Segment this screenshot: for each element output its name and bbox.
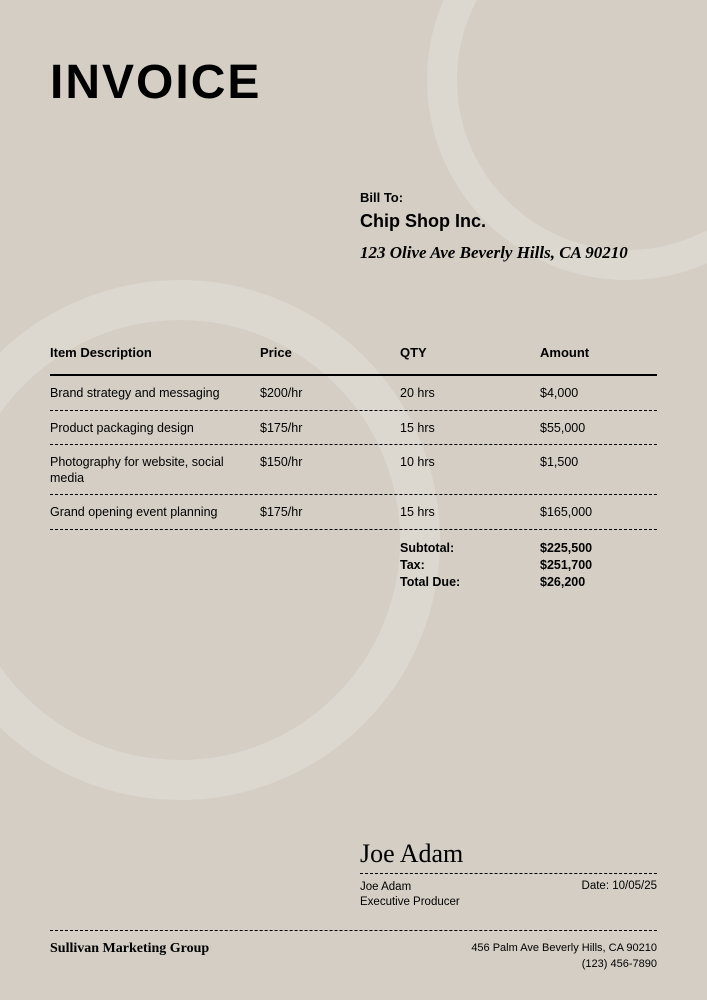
subtotal-value: $225,500 xyxy=(540,540,657,557)
cell-price: $150/hr xyxy=(260,455,400,469)
company-contact: 456 Palm Ave Beverly Hills, CA 90210 (12… xyxy=(471,941,657,972)
cell-amount: $4,000 xyxy=(540,386,657,400)
cell-price: $175/hr xyxy=(260,505,400,519)
cell-amount: $55,000 xyxy=(540,421,657,435)
cell-qty: 20 hrs xyxy=(400,386,540,400)
cell-amount: $1,500 xyxy=(540,455,657,469)
cell-description: Photography for website, social media xyxy=(50,455,260,486)
table-row: Grand opening event planning $175/hr 15 … xyxy=(50,495,657,530)
cell-price: $175/hr xyxy=(260,421,400,435)
tax-label: Tax: xyxy=(400,557,540,574)
signature-divider xyxy=(360,873,657,874)
cell-price: $200/hr xyxy=(260,386,400,400)
header-description: Item Description xyxy=(50,345,260,360)
header-price: Price xyxy=(260,345,400,360)
signature-section: Joe Adam Joe Adam Executive Producer Dat… xyxy=(360,839,657,910)
date-value: 10/05/25 xyxy=(612,880,657,892)
cell-qty: 15 hrs xyxy=(400,421,540,435)
date-label: Date: xyxy=(582,880,610,892)
company-phone: (123) 456-7890 xyxy=(471,957,657,972)
tax-value: $251,700 xyxy=(540,557,657,574)
totals-labels: Subtotal: Tax: Total Due: xyxy=(400,540,540,591)
bill-to-address: 123 Olive Ave Beverly Hills, CA 90210 xyxy=(360,242,630,265)
header-qty: QTY xyxy=(400,345,540,360)
signature-date: Date: 10/05/25 xyxy=(582,880,657,910)
signer-title: Executive Producer xyxy=(360,895,460,910)
bill-to-name: Chip Shop Inc. xyxy=(360,211,657,232)
footer-section: Sullivan Marketing Group 456 Palm Ave Be… xyxy=(50,930,657,972)
cell-description: Product packaging design xyxy=(50,421,260,437)
company-name: Sullivan Marketing Group xyxy=(50,941,209,957)
table-row: Product packaging design $175/hr 15 hrs … xyxy=(50,411,657,446)
invoice-content: INVOICE Bill To: Chip Shop Inc. 123 Oliv… xyxy=(0,0,707,1000)
table-header-row: Item Description Price QTY Amount xyxy=(50,345,657,376)
page-title: INVOICE xyxy=(50,55,657,110)
table-row: Photography for website, social media $1… xyxy=(50,445,657,495)
signer-info: Joe Adam Executive Producer xyxy=(360,880,460,910)
signer-name: Joe Adam xyxy=(360,880,460,895)
company-address: 456 Palm Ave Beverly Hills, CA 90210 xyxy=(471,941,657,956)
cell-qty: 10 hrs xyxy=(400,455,540,469)
line-items-table: Item Description Price QTY Amount Brand … xyxy=(50,345,657,591)
cell-description: Grand opening event planning xyxy=(50,505,260,521)
cell-amount: $165,000 xyxy=(540,505,657,519)
bill-to-section: Bill To: Chip Shop Inc. 123 Olive Ave Be… xyxy=(360,190,657,265)
bill-to-label: Bill To: xyxy=(360,190,657,205)
cell-description: Brand strategy and messaging xyxy=(50,386,260,402)
totals-section: Subtotal: Tax: Total Due: $225,500 $251,… xyxy=(50,530,657,591)
header-amount: Amount xyxy=(540,345,657,360)
total-due-label: Total Due: xyxy=(400,574,540,591)
totals-values: $225,500 $251,700 $26,200 xyxy=(540,540,657,591)
cell-qty: 15 hrs xyxy=(400,505,540,519)
total-due-value: $26,200 xyxy=(540,574,657,591)
subtotal-label: Subtotal: xyxy=(400,540,540,557)
footer-divider xyxy=(50,930,657,931)
signature-script: Joe Adam xyxy=(360,839,657,869)
table-row: Brand strategy and messaging $200/hr 20 … xyxy=(50,376,657,411)
